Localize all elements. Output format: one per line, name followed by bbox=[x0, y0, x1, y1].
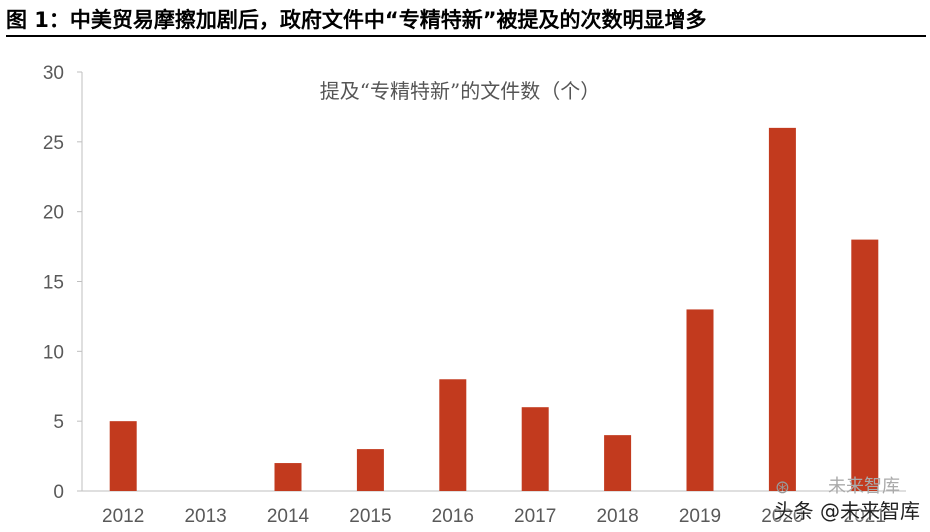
y-tick-label: 5 bbox=[53, 412, 64, 433]
watermark-text: 头条 @未来智库 bbox=[773, 499, 920, 523]
title-underline bbox=[6, 35, 926, 37]
figure-title: 图 1：中美贸易摩擦加剧后，政府文件中“专精特新”被提及的次数明显增多 bbox=[6, 8, 707, 32]
x-tick-label: 2015 bbox=[349, 506, 391, 527]
bar-2018 bbox=[604, 435, 632, 491]
y-tick-label: 25 bbox=[43, 133, 64, 154]
x-tick-label: 2013 bbox=[184, 506, 226, 527]
x-tick-label: 2012 bbox=[102, 506, 144, 527]
x-tick-label: 2019 bbox=[679, 506, 721, 527]
bar-2014 bbox=[274, 463, 302, 491]
x-tick-label: 2021 bbox=[844, 506, 886, 527]
bar-2015 bbox=[356, 449, 384, 491]
y-tick-label: 20 bbox=[43, 203, 64, 224]
figure-header: 图 1：中美贸易摩擦加剧后，政府文件中“专精特新”被提及的次数明显增多 bbox=[0, 0, 930, 37]
y-axis: 0 5 10 15 20 25 30 bbox=[43, 63, 83, 503]
bar-series bbox=[109, 127, 879, 491]
y-tick-label: 15 bbox=[43, 273, 64, 294]
bar-2016 bbox=[439, 379, 467, 491]
bar-2012 bbox=[109, 421, 137, 491]
bar-2020 bbox=[768, 127, 796, 491]
x-tick-label: 2020 bbox=[761, 506, 803, 527]
x-tick-label: 2016 bbox=[432, 506, 474, 527]
x-tick-label: 2017 bbox=[514, 506, 556, 527]
y-tick-label: 30 bbox=[43, 63, 64, 84]
bar-2019 bbox=[686, 309, 714, 491]
x-axis: 2012 2013 2014 2015 2016 2017 2018 2019 2020 2021 bbox=[82, 490, 906, 527]
chart-title: 提及“专精特新”的文件数（个） bbox=[320, 79, 600, 103]
y-tick-label: 10 bbox=[43, 342, 64, 363]
wechat-icon: ⊛ bbox=[774, 477, 790, 498]
y-tick-label: 0 bbox=[53, 482, 64, 503]
x-tick-label: 2018 bbox=[596, 506, 638, 527]
bar-2021 bbox=[851, 239, 879, 491]
bar-2017 bbox=[521, 407, 549, 491]
watermark-brand: 未来智库 bbox=[828, 476, 900, 497]
x-tick-label: 2014 bbox=[267, 506, 310, 527]
